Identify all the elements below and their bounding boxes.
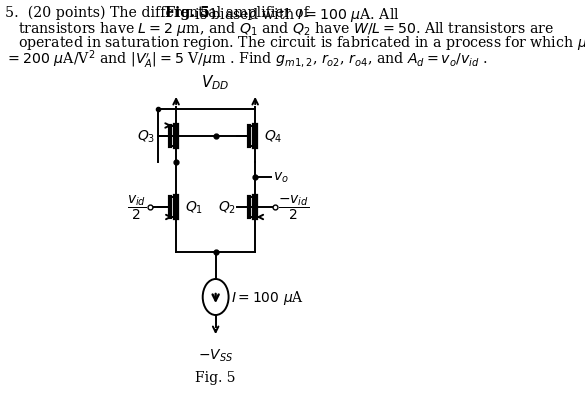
Text: $v_o$: $v_o$ xyxy=(273,171,289,185)
Text: $\dfrac{-v_{id}}{2}$: $\dfrac{-v_{id}}{2}$ xyxy=(278,193,309,222)
Text: is biased with $I = 100\ \mu$A. All: is biased with $I = 100\ \mu$A. All xyxy=(191,6,400,24)
Text: $\dfrac{v_{id}}{2}$: $\dfrac{v_{id}}{2}$ xyxy=(127,193,147,222)
Text: $I = 100\ \mu$A: $I = 100\ \mu$A xyxy=(232,288,305,306)
Text: transistors have $L = 2\ \mu$m, and $Q_1$ and $Q_2$ have $W/L = 50$. All transis: transistors have $L = 2\ \mu$m, and $Q_1… xyxy=(18,20,554,38)
Text: $= 200\ \mu$A/V$^2$ and $|V_A^{\prime}|= 5\ $V$/\mu$m . Find $g_{m1,2}$, $r_{o2}: $= 200\ \mu$A/V$^2$ and $|V_A^{\prime}|=… xyxy=(5,48,488,70)
Text: operated in saturation region. The circuit is fabricated in a process for which : operated in saturation region. The circu… xyxy=(18,34,585,52)
Text: Fig. 5: Fig. 5 xyxy=(164,6,209,20)
Text: Fig. 5: Fig. 5 xyxy=(195,370,236,384)
Text: $-V_{SS}$: $-V_{SS}$ xyxy=(198,347,233,364)
Text: $Q_3$: $Q_3$ xyxy=(137,128,155,144)
Text: $Q_1$: $Q_1$ xyxy=(185,199,203,216)
Text: $Q_2$: $Q_2$ xyxy=(218,199,236,216)
Text: $Q_4$: $Q_4$ xyxy=(264,128,283,144)
Text: $V_{DD}$: $V_{DD}$ xyxy=(201,73,230,92)
Text: 5.  (20 points) The differential amplifier of: 5. (20 points) The differential amplifie… xyxy=(5,6,314,20)
